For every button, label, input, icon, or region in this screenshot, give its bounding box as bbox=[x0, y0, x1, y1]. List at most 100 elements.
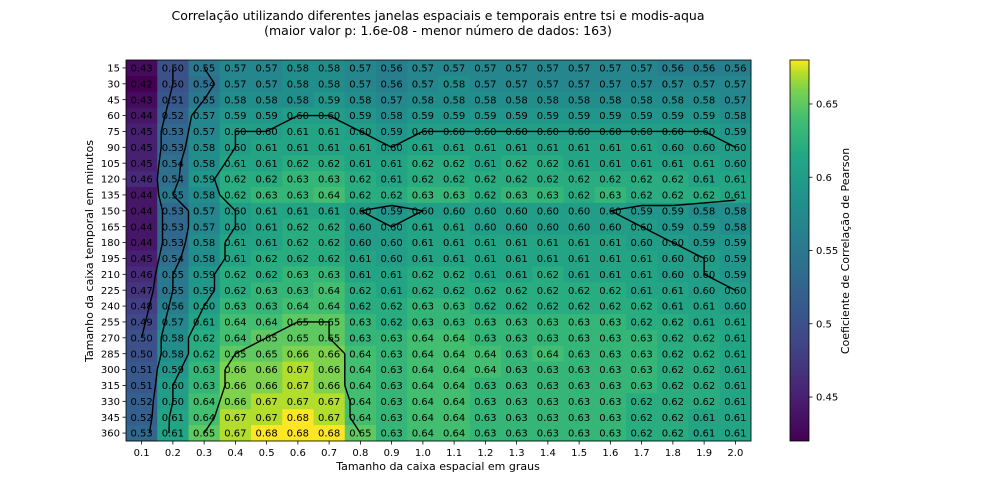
cell-value-label: 0.61 bbox=[474, 159, 496, 170]
cell-value-label: 0.62 bbox=[693, 397, 715, 408]
cell-value-label: 0.63 bbox=[599, 191, 621, 202]
heatmap-cell bbox=[376, 345, 408, 363]
cell-value-label: 0.63 bbox=[568, 318, 590, 329]
heatmap-cell bbox=[344, 377, 377, 394]
y-tick-label: 330 bbox=[101, 397, 120, 408]
heatmap-cell bbox=[251, 377, 283, 394]
cell-value-label: 0.59 bbox=[380, 206, 402, 217]
heatmap-cell bbox=[344, 314, 377, 331]
heatmap-cell bbox=[344, 75, 377, 93]
cell-value-label: 0.63 bbox=[380, 365, 402, 376]
heatmap-cell bbox=[563, 282, 596, 299]
heatmap-cell bbox=[594, 155, 627, 172]
cell-value-label: 0.62 bbox=[568, 191, 590, 202]
cell-value-label: 0.66 bbox=[224, 381, 246, 392]
cell-value-label: 0.67 bbox=[224, 429, 246, 440]
heatmap-cell bbox=[688, 139, 721, 156]
heatmap-cell bbox=[376, 234, 408, 251]
cell-value-label: 0.61 bbox=[505, 143, 527, 154]
heatmap-cell bbox=[438, 60, 471, 77]
heatmap-cell bbox=[407, 314, 439, 331]
heatmap-cell bbox=[376, 250, 408, 267]
cell-value-label: 0.60 bbox=[630, 222, 652, 233]
cell-value-label: 0.57 bbox=[193, 206, 215, 217]
cell-value-label: 0.63 bbox=[505, 191, 527, 202]
cell-value-label: 0.63 bbox=[505, 381, 527, 392]
heatmap-cell bbox=[251, 266, 283, 283]
cell-value-label: 0.58 bbox=[224, 95, 246, 106]
cell-value-label: 0.62 bbox=[412, 175, 434, 186]
cell-value-label: 0.61 bbox=[474, 238, 496, 249]
cell-value-label: 0.59 bbox=[724, 127, 746, 138]
heatmap-cell bbox=[688, 314, 721, 331]
cell-value-label: 0.60 bbox=[662, 270, 684, 281]
heatmap-cell bbox=[407, 250, 439, 267]
heatmap-cell bbox=[219, 314, 252, 331]
heatmap-cell bbox=[126, 345, 158, 363]
heatmap-cell bbox=[501, 107, 533, 124]
cell-value-label: 0.63 bbox=[505, 318, 527, 329]
y-tick-label: 15 bbox=[107, 64, 120, 75]
cell-value-label: 0.64 bbox=[412, 333, 434, 344]
heatmap-cell bbox=[188, 345, 221, 363]
heatmap-cell bbox=[469, 298, 502, 315]
heatmap-cell bbox=[657, 155, 689, 172]
heatmap-cell bbox=[157, 250, 189, 267]
cell-value-label: 0.63 bbox=[318, 175, 340, 186]
heatmap-cell bbox=[594, 107, 627, 124]
heatmap-cell bbox=[376, 91, 408, 109]
cell-value-label: 0.62 bbox=[662, 333, 684, 344]
cell-value-label: 0.63 bbox=[349, 318, 371, 329]
heatmap-cell bbox=[688, 171, 721, 188]
heatmap-cell bbox=[407, 91, 439, 109]
heatmap-cell bbox=[157, 425, 189, 442]
heatmap-cell bbox=[313, 345, 346, 363]
cell-value-label: 0.57 bbox=[537, 79, 559, 90]
cell-value-label: 0.62 bbox=[662, 365, 684, 376]
heatmap-cell bbox=[688, 91, 721, 109]
heatmap-cell bbox=[344, 171, 377, 188]
cell-value-label: 0.60 bbox=[693, 143, 715, 154]
cell-value-label: 0.64 bbox=[412, 397, 434, 408]
heatmap-cell bbox=[313, 155, 346, 172]
heatmap-cell bbox=[126, 75, 158, 93]
heatmap-cell bbox=[501, 60, 533, 77]
heatmap-cell bbox=[376, 282, 408, 299]
heatmap-cell bbox=[594, 91, 627, 109]
cell-value-label: 0.62 bbox=[630, 413, 652, 424]
cell-value-label: 0.62 bbox=[693, 381, 715, 392]
cell-value-label: 0.60 bbox=[693, 127, 715, 138]
cell-value-label: 0.61 bbox=[474, 143, 496, 154]
cell-value-label: 0.63 bbox=[599, 318, 621, 329]
heatmap-cell bbox=[157, 329, 189, 347]
heatmap-cell bbox=[376, 377, 408, 394]
cell-value-label: 0.60 bbox=[599, 206, 621, 217]
cell-value-label: 0.58 bbox=[724, 222, 746, 233]
cell-value-label: 0.64 bbox=[443, 365, 465, 376]
cell-value-label: 0.58 bbox=[380, 111, 402, 122]
heatmap-cell bbox=[251, 218, 283, 236]
heatmap-cell bbox=[438, 361, 471, 378]
heatmap-cell bbox=[376, 107, 408, 124]
cell-value-label: 0.61 bbox=[380, 175, 402, 186]
cell-value-label: 0.59 bbox=[193, 175, 215, 186]
heatmap-cell bbox=[594, 75, 627, 93]
cell-value-label: 0.57 bbox=[443, 64, 465, 75]
cell-value-label: 0.67 bbox=[318, 413, 340, 424]
heatmap-cell bbox=[501, 345, 533, 363]
heatmap-cell bbox=[282, 234, 314, 251]
cell-value-label: 0.63 bbox=[537, 333, 559, 344]
x-tick-label: 0.6 bbox=[290, 448, 306, 459]
heatmap-cell bbox=[376, 329, 408, 347]
heatmap-cell bbox=[719, 60, 752, 77]
contour-line bbox=[203, 321, 361, 434]
heatmap-cell bbox=[469, 75, 502, 93]
cell-value-label: 0.62 bbox=[630, 429, 652, 440]
heatmap-cell bbox=[719, 91, 752, 109]
heatmap-cell bbox=[376, 298, 408, 315]
heatmap-cell bbox=[501, 329, 533, 347]
heatmap-cell bbox=[313, 60, 346, 77]
cell-value-label: 0.58 bbox=[193, 254, 215, 265]
heatmap-cell bbox=[594, 171, 627, 188]
heatmap-cell bbox=[157, 345, 189, 363]
